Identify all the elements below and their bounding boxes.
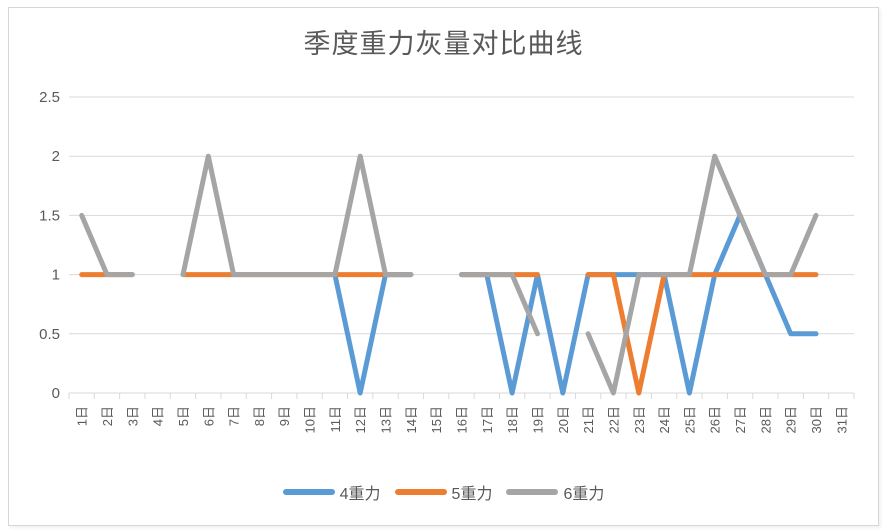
y-axis-label: 2 [52, 148, 60, 165]
x-axis-label: 12日 [353, 406, 368, 433]
legend-item-series-0: 4重力 [282, 480, 381, 504]
legend-label-series-1: 5重力 [451, 486, 493, 503]
legend-swatch-series-1 [394, 489, 447, 495]
y-axis-label: 1.5 [39, 207, 60, 224]
x-axis-label: 11日 [328, 406, 343, 433]
x-axis-label: 5日 [176, 406, 191, 426]
chart-legend: 4重力 5重力 6重力 [9, 480, 878, 504]
x-axis-label: 24日 [657, 406, 672, 433]
chart-frame: 季度重力灰量对比曲线 0 0.5 1 1.5 2 2.5 1日 2日 3日 4日 5日 6日 7日 8日 9… [8, 7, 879, 526]
y-axis-label: 2.5 [39, 89, 60, 106]
series-line-2 [79, 153, 819, 396]
x-axis-label: 31日 [834, 406, 849, 433]
x-axis-label: 3日 [125, 406, 140, 426]
x-axis-label: 19日 [530, 406, 545, 433]
x-axis-label: 21日 [581, 406, 596, 433]
x-axis-label: 2日 [100, 406, 115, 426]
x-axis-label: 27日 [733, 406, 748, 433]
x-axis-label: 28日 [758, 406, 773, 433]
series-line-0 [332, 212, 819, 396]
legend-label-series-2: 6重力 [563, 486, 605, 503]
x-axis-label: 10日 [303, 406, 318, 433]
chart-title: 季度重力灰量对比曲线 [303, 29, 584, 59]
x-axis-label: 16日 [455, 406, 470, 433]
y-axis-label: 0.5 [39, 326, 60, 343]
x-axis-label: 20日 [556, 406, 571, 433]
y-axis-label: 1 [52, 267, 60, 284]
legend-swatch-series-2 [506, 489, 559, 495]
x-axis-label: 30日 [809, 406, 824, 433]
x-axis-label: 8日 [252, 406, 267, 426]
x-axis-label: 17日 [480, 406, 495, 433]
x-axis-label: 14日 [404, 406, 419, 433]
x-axis-label: 25日 [682, 406, 697, 433]
line-chart-plot: 0 0.5 1 1.5 2 2.5 1日 2日 3日 4日 5日 6日 7日 8日 9日 10日 11日 12日 1… [39, 89, 855, 433]
legend-item-series-2: 6重力 [506, 480, 604, 504]
x-axis-label: 6日 [201, 406, 216, 426]
x-axis-label: 15日 [429, 406, 444, 433]
x-axis-label: 26日 [708, 406, 723, 433]
x-axis-label: 23日 [632, 406, 647, 433]
x-axis-label: 13日 [379, 406, 394, 433]
x-axis-label: 1日 [75, 406, 90, 426]
legend-label-series-0: 4重力 [339, 486, 381, 503]
x-axis-label: 4日 [151, 406, 166, 426]
x-axis-label: 7日 [227, 406, 242, 426]
y-axis-label: 0 [52, 385, 60, 402]
x-axis-label: 29日 [784, 406, 799, 433]
x-axis-label: 18日 [505, 406, 520, 433]
x-axis-label: 22日 [606, 406, 621, 433]
legend-item-series-1: 5重力 [394, 480, 493, 504]
x-axis-label: 9日 [277, 406, 292, 426]
legend-swatch-series-0 [282, 489, 335, 495]
